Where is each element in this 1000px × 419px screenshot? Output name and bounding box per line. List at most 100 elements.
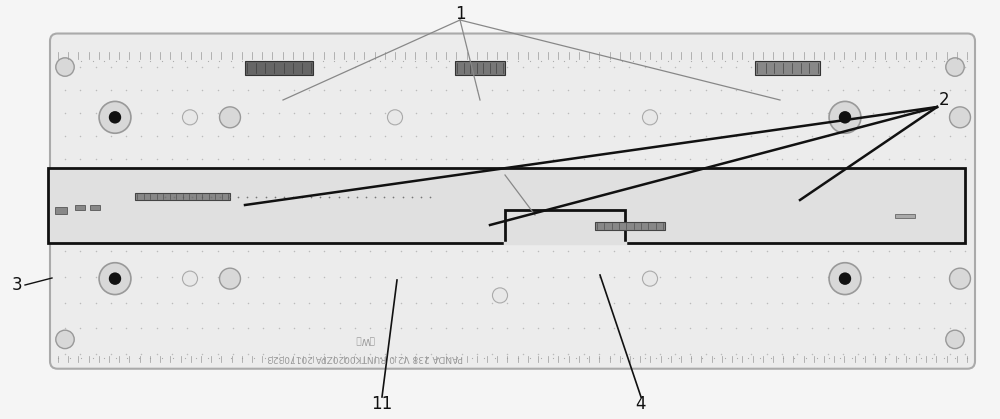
Point (88, 274, 104, 280)
Point (347, 325, 363, 332)
Point (362, 248, 378, 255)
Point (682, 64, 698, 70)
Point (743, 299, 759, 306)
Point (210, 248, 226, 255)
Point (568, 355, 584, 362)
Point (377, 156, 393, 163)
Point (286, 299, 302, 306)
Point (194, 156, 210, 163)
Point (72, 274, 88, 280)
Point (255, 156, 271, 163)
Point (133, 133, 149, 140)
Point (890, 57, 906, 64)
Point (361, 355, 377, 362)
Point (50, 355, 66, 362)
Point (210, 87, 226, 93)
Point (957, 351, 973, 357)
FancyBboxPatch shape (50, 34, 975, 369)
Point (476, 57, 492, 64)
Point (901, 57, 917, 64)
Point (88, 299, 104, 306)
Point (865, 274, 881, 280)
Point (118, 325, 134, 332)
Circle shape (839, 273, 851, 284)
Point (560, 325, 576, 332)
Point (804, 299, 820, 306)
Point (423, 274, 439, 280)
Point (240, 248, 256, 255)
Point (393, 64, 409, 70)
Point (911, 110, 927, 116)
Point (957, 299, 973, 306)
Point (835, 156, 851, 163)
Point (377, 87, 393, 93)
Point (269, 57, 285, 64)
Text: 4: 4 (636, 395, 646, 413)
Point (418, 355, 434, 362)
Point (515, 299, 531, 306)
Point (438, 299, 454, 306)
Point (239, 194, 255, 200)
Point (347, 351, 363, 357)
Point (133, 274, 149, 280)
Point (591, 325, 607, 332)
Point (926, 156, 942, 163)
Point (881, 110, 897, 116)
Point (72, 110, 88, 116)
Point (271, 274, 287, 280)
Point (621, 133, 637, 140)
Point (759, 325, 775, 332)
Point (441, 57, 457, 64)
Point (752, 57, 768, 64)
Point (545, 87, 561, 93)
Point (476, 355, 492, 362)
Point (332, 110, 348, 116)
Point (377, 248, 393, 255)
Point (72, 133, 88, 140)
Point (835, 87, 851, 93)
Point (255, 64, 271, 70)
Point (545, 299, 561, 306)
Point (942, 133, 958, 140)
Point (177, 57, 193, 64)
Point (469, 110, 485, 116)
Point (487, 355, 503, 362)
Point (533, 355, 549, 362)
Point (591, 64, 607, 70)
Point (423, 248, 439, 255)
Point (774, 156, 790, 163)
Point (194, 351, 210, 357)
Point (850, 325, 866, 332)
Circle shape (950, 268, 970, 289)
Point (942, 248, 958, 255)
Point (438, 325, 454, 332)
Point (775, 355, 791, 362)
Point (881, 64, 897, 70)
Point (545, 110, 561, 116)
Bar (55, 207, 67, 214)
Point (331, 194, 347, 200)
Point (621, 64, 637, 70)
Point (789, 299, 805, 306)
Point (301, 274, 317, 280)
Point (913, 57, 929, 64)
Point (258, 194, 274, 200)
Point (257, 57, 273, 64)
Point (118, 274, 134, 280)
Point (210, 325, 226, 332)
Point (234, 355, 250, 362)
Point (759, 87, 775, 93)
Point (441, 355, 457, 362)
Point (367, 194, 383, 200)
Point (959, 57, 975, 64)
Point (164, 64, 180, 70)
Point (149, 110, 165, 116)
Point (855, 57, 871, 64)
Bar (595, 222, 665, 230)
Point (850, 87, 866, 93)
Point (560, 299, 576, 306)
Point (469, 133, 485, 140)
Point (484, 248, 500, 255)
Point (57, 64, 73, 70)
Point (301, 110, 317, 116)
